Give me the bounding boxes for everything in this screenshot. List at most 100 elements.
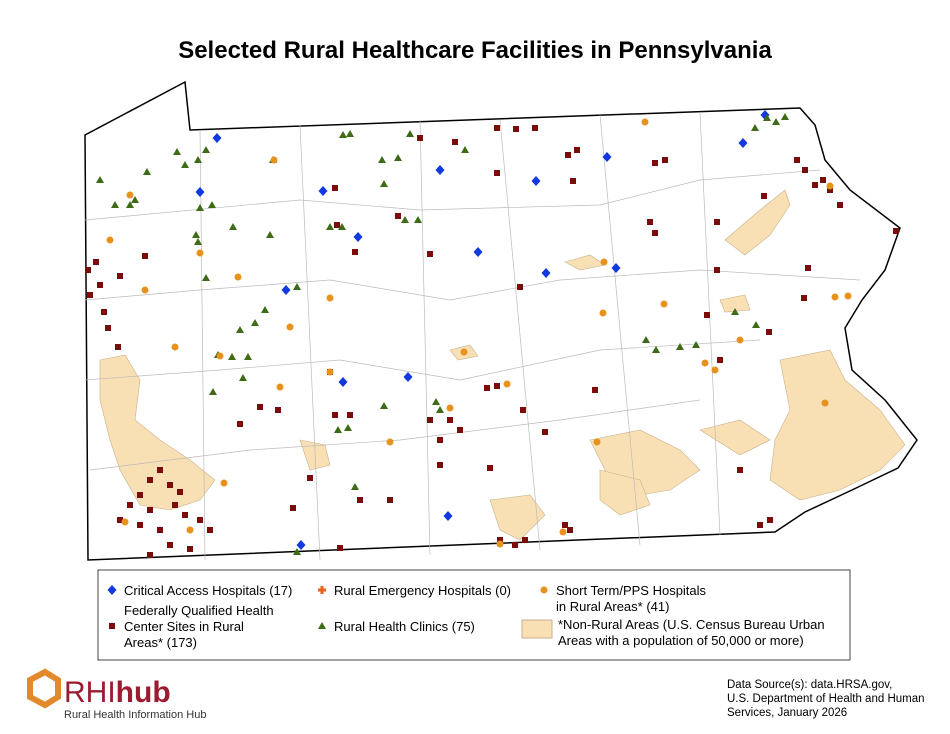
rhc-marker: [318, 622, 326, 629]
fqhc-marker: [802, 167, 808, 173]
critical-access-marker: [611, 263, 621, 273]
fqhc-marker: [157, 527, 163, 533]
logo-brand-b: hub: [116, 676, 171, 709]
fqhc-marker: [494, 170, 500, 176]
fqhc-marker: [662, 157, 668, 163]
fqhc-marker: [147, 477, 153, 483]
rhc-marker: [239, 374, 247, 381]
fqhc-marker: [714, 267, 720, 273]
critical-access-marker: [281, 285, 291, 295]
legend-label: *Non-Rural Areas (U.S. Census Bureau Urb…: [558, 617, 825, 632]
source-line: Data Source(s): data.HRSA.gov,: [727, 679, 892, 691]
pps-marker: [446, 404, 454, 412]
pps-marker: [826, 182, 834, 190]
fqhc-marker: [565, 152, 571, 158]
rhc-marker: [244, 353, 252, 360]
fqhc-marker: [137, 522, 143, 528]
rhc-marker: [143, 168, 151, 175]
facility-markers: [85, 110, 899, 558]
fqhc-marker: [85, 267, 91, 273]
legend-label: Short Term/PPS Hospitals: [556, 583, 707, 598]
legend-swatch: [521, 619, 553, 639]
rhc-marker: [126, 201, 134, 208]
pps-marker: [660, 300, 668, 308]
pps-marker: [599, 309, 607, 317]
fqhc-marker: [437, 462, 443, 468]
fqhc-marker: [652, 160, 658, 166]
pps-marker: [171, 343, 179, 351]
fqhc-marker: [172, 502, 178, 508]
legend: Critical Access Hospitals (17) Rural Emer…: [107, 583, 825, 650]
fqhc-marker: [532, 125, 538, 131]
fqhc-marker: [766, 329, 772, 335]
fqhc-marker: [142, 253, 148, 259]
fqhc-marker: [237, 421, 243, 427]
pps-marker: [386, 438, 394, 446]
rhc-marker: [751, 124, 759, 131]
fqhc-marker: [447, 417, 453, 423]
pps-marker: [821, 399, 829, 407]
rhc-marker: [692, 341, 700, 348]
fqhc-marker: [522, 537, 528, 543]
rhc-marker: [432, 398, 440, 405]
fqhc-marker: [87, 292, 93, 298]
rhc-marker: [642, 336, 650, 343]
fqhc-marker: [137, 492, 143, 498]
legend-box: [97, 569, 851, 661]
fqhc-marker: [275, 407, 281, 413]
fqhc-marker: [177, 489, 183, 495]
fqhc-marker: [452, 139, 458, 145]
fqhc-marker: [714, 219, 720, 225]
pps-marker: [503, 380, 511, 388]
data-source: Data Source(s): data.HRSA.gov, U.S. Depar…: [727, 679, 925, 719]
fqhc-marker: [767, 517, 773, 523]
fqhc-marker: [101, 309, 107, 315]
rhc-marker: [192, 231, 200, 238]
legend-label: Federally Qualified Health: [124, 603, 274, 618]
pps-marker: [141, 286, 149, 294]
fqhc-marker: [805, 265, 811, 271]
rhc-marker: [251, 319, 259, 326]
rhc-marker: [351, 483, 359, 490]
critical-access-marker: [318, 186, 328, 196]
rhc-marker: [181, 161, 189, 168]
fqhc-marker: [494, 383, 500, 389]
critical-access-marker: [473, 247, 483, 257]
rhc-marker: [111, 201, 119, 208]
fqhc-marker: [457, 427, 463, 433]
critical-access-marker: [338, 377, 348, 387]
rhc-marker: [772, 118, 780, 125]
fqhc-marker: [147, 552, 153, 558]
rhc-marker: [378, 156, 386, 163]
critical-access-marker: [212, 133, 222, 143]
pps-marker: [460, 348, 468, 356]
fqhc-marker: [794, 157, 800, 163]
fqhc-marker: [387, 497, 393, 503]
fqhc-marker: [207, 527, 213, 533]
pps-marker: [736, 336, 744, 344]
fqhc-marker: [520, 407, 526, 413]
rhc-marker: [346, 130, 354, 137]
logo-brand-a: RHI: [64, 676, 116, 709]
pps-marker: [326, 294, 334, 302]
fqhc-marker: [567, 527, 573, 533]
critical-access-marker: [443, 511, 453, 521]
fqhc-marker: [513, 126, 519, 132]
fqhc-marker: [197, 517, 203, 523]
pps-marker: [496, 540, 504, 548]
rhc-marker: [781, 113, 789, 120]
pps-marker: [831, 293, 839, 301]
fqhc-marker: [332, 185, 338, 191]
rhc-marker: [96, 176, 104, 183]
fqhc-marker: [115, 344, 121, 350]
rhc-marker: [652, 346, 660, 353]
reh-marker: [318, 586, 326, 594]
fqhc-marker: [332, 412, 338, 418]
fqhc-marker: [352, 249, 358, 255]
fqhc-marker: [127, 502, 133, 508]
rhc-marker: [380, 180, 388, 187]
rhc-marker: [461, 146, 469, 153]
fqhc-marker: [187, 546, 193, 552]
urban-areas: [99, 189, 906, 541]
rhc-marker: [763, 114, 771, 121]
